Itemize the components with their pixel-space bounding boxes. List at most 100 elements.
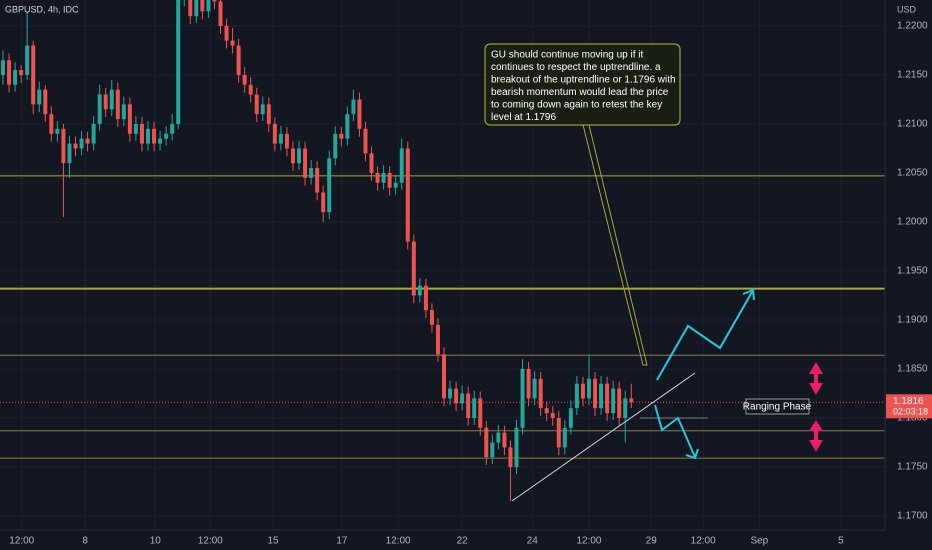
x-tick-label: 12:00 <box>576 536 601 547</box>
x-tick-label: 12:00 <box>9 536 34 547</box>
candle-body <box>139 123 144 144</box>
countdown: 02:03:18 <box>893 407 928 417</box>
x-tick-label: 22 <box>457 536 469 547</box>
candle-body <box>158 138 163 144</box>
candle-body <box>375 172 380 183</box>
y-tick-label: 1.2150 <box>897 70 928 81</box>
candle-body <box>303 148 308 178</box>
callout-text: GU should continue moving up if it <box>491 50 644 61</box>
x-tick-label: 5 <box>838 536 844 547</box>
down-marker <box>809 420 823 452</box>
candle-body <box>623 398 628 418</box>
candle-body <box>460 393 465 404</box>
symbol-title: GBPUSD, 4h, IDC <box>5 4 79 14</box>
candle-body <box>55 128 60 134</box>
callout-text: to coming down again to retest the key <box>491 100 662 111</box>
callout-text: continues to respect the uptrendline. a <box>491 62 661 73</box>
candle-body <box>369 153 374 173</box>
candle-body <box>91 123 96 144</box>
candle-body <box>429 310 434 325</box>
candle-body <box>230 40 235 46</box>
bearish-arrow <box>654 404 696 458</box>
x-tick-label: 29 <box>646 536 658 547</box>
candle-body <box>43 89 48 115</box>
candle-body <box>333 133 338 159</box>
candle-body <box>611 388 616 414</box>
candle-body <box>297 148 302 164</box>
candle-body <box>405 148 410 242</box>
x-tick-label: 12:00 <box>691 536 716 547</box>
candle-body <box>423 285 428 311</box>
candle-body <box>502 432 507 448</box>
candle-body <box>399 148 404 183</box>
candle-body <box>454 388 459 404</box>
candle-body <box>164 133 169 139</box>
callout-pointer <box>582 124 648 366</box>
candle-body <box>442 354 447 399</box>
candle-body <box>472 398 477 418</box>
candle-body <box>121 104 126 120</box>
candle-body <box>339 133 344 139</box>
candle-body <box>109 89 114 110</box>
candle-body <box>248 84 253 95</box>
y-tick-label: 1.2050 <box>897 168 928 179</box>
candle-body <box>357 99 362 129</box>
candle-body <box>266 104 271 124</box>
candle-body <box>526 368 531 399</box>
drawings: Ranging Phase GU should continue moving … <box>484 43 823 502</box>
arrow-head <box>742 288 755 301</box>
arrow-head <box>685 448 699 460</box>
callout-text: breakout of the uptrendline or 1.1796 wi… <box>491 75 676 86</box>
currency: USD <box>897 4 917 14</box>
candle-body <box>580 383 585 399</box>
callout-box <box>484 43 681 126</box>
candle-body <box>538 378 543 409</box>
candle-body <box>103 94 108 110</box>
last-price-label: 1.1816 <box>893 396 924 407</box>
candle-body <box>490 442 495 458</box>
candle-body <box>417 285 422 296</box>
candle-body <box>242 74 247 85</box>
candle-body <box>67 143 72 164</box>
candle-body <box>586 378 591 399</box>
y-tick-label: 1.1850 <box>897 364 928 375</box>
x-tick-label: 8 <box>82 536 88 547</box>
candle-body <box>127 104 132 134</box>
candle-body <box>260 104 265 115</box>
candle-body <box>599 383 604 409</box>
candle-body <box>218 1 223 26</box>
candle-body <box>321 192 326 213</box>
candle-body <box>61 128 66 164</box>
candle-body <box>188 0 193 17</box>
candle-body <box>278 133 283 144</box>
candle-body <box>254 94 259 115</box>
candle-body <box>212 0 217 2</box>
candle-body <box>605 383 610 414</box>
last-price-box <box>886 394 932 419</box>
candle-body <box>1 60 6 75</box>
grid <box>0 0 885 530</box>
candles <box>1 0 634 502</box>
x-tick-label: 24 <box>527 536 539 547</box>
range-label-box <box>745 398 810 415</box>
candle-body <box>97 94 102 124</box>
candle-body <box>146 128 151 144</box>
up-marker <box>809 362 823 395</box>
candle-body <box>520 368 525 428</box>
y-tick-label: 1.1900 <box>897 315 928 326</box>
candle-body <box>224 25 229 41</box>
x-tick-label: 12:00 <box>386 536 411 547</box>
candle-body <box>550 413 555 418</box>
candle-body <box>7 60 12 85</box>
candle-body <box>387 172 392 188</box>
candle-body <box>381 172 386 183</box>
y-tick-label: 1.1750 <box>897 462 928 473</box>
candle-body <box>574 383 579 409</box>
candle-body <box>206 0 211 12</box>
candle-body <box>49 114 54 134</box>
candle-body <box>435 324 440 355</box>
candle-body <box>562 427 567 448</box>
candle-body <box>176 0 181 124</box>
